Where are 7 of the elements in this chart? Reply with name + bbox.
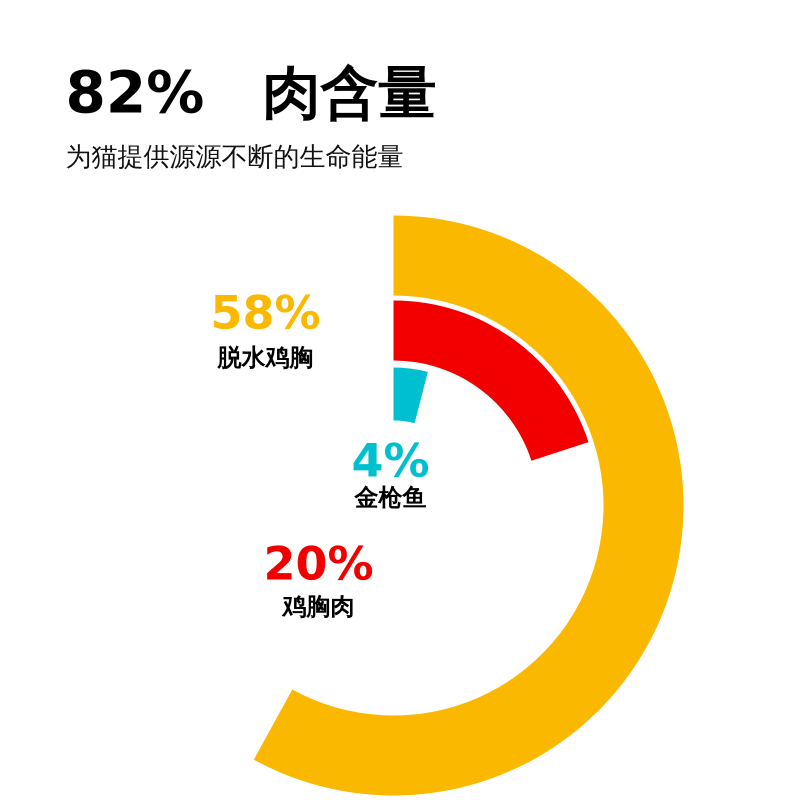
category-label: 金枪鱼 — [354, 484, 426, 512]
text: 为猫提供源源不断的生命能量 — [66, 142, 404, 172]
data-label: 58% — [210, 286, 321, 340]
text: 82% 肉含量 — [66, 58, 436, 126]
category-label: 脱水鸡胸 — [216, 344, 314, 372]
category-label: 鸡胸肉 — [282, 592, 354, 620]
data-label: 20% — [263, 536, 374, 590]
